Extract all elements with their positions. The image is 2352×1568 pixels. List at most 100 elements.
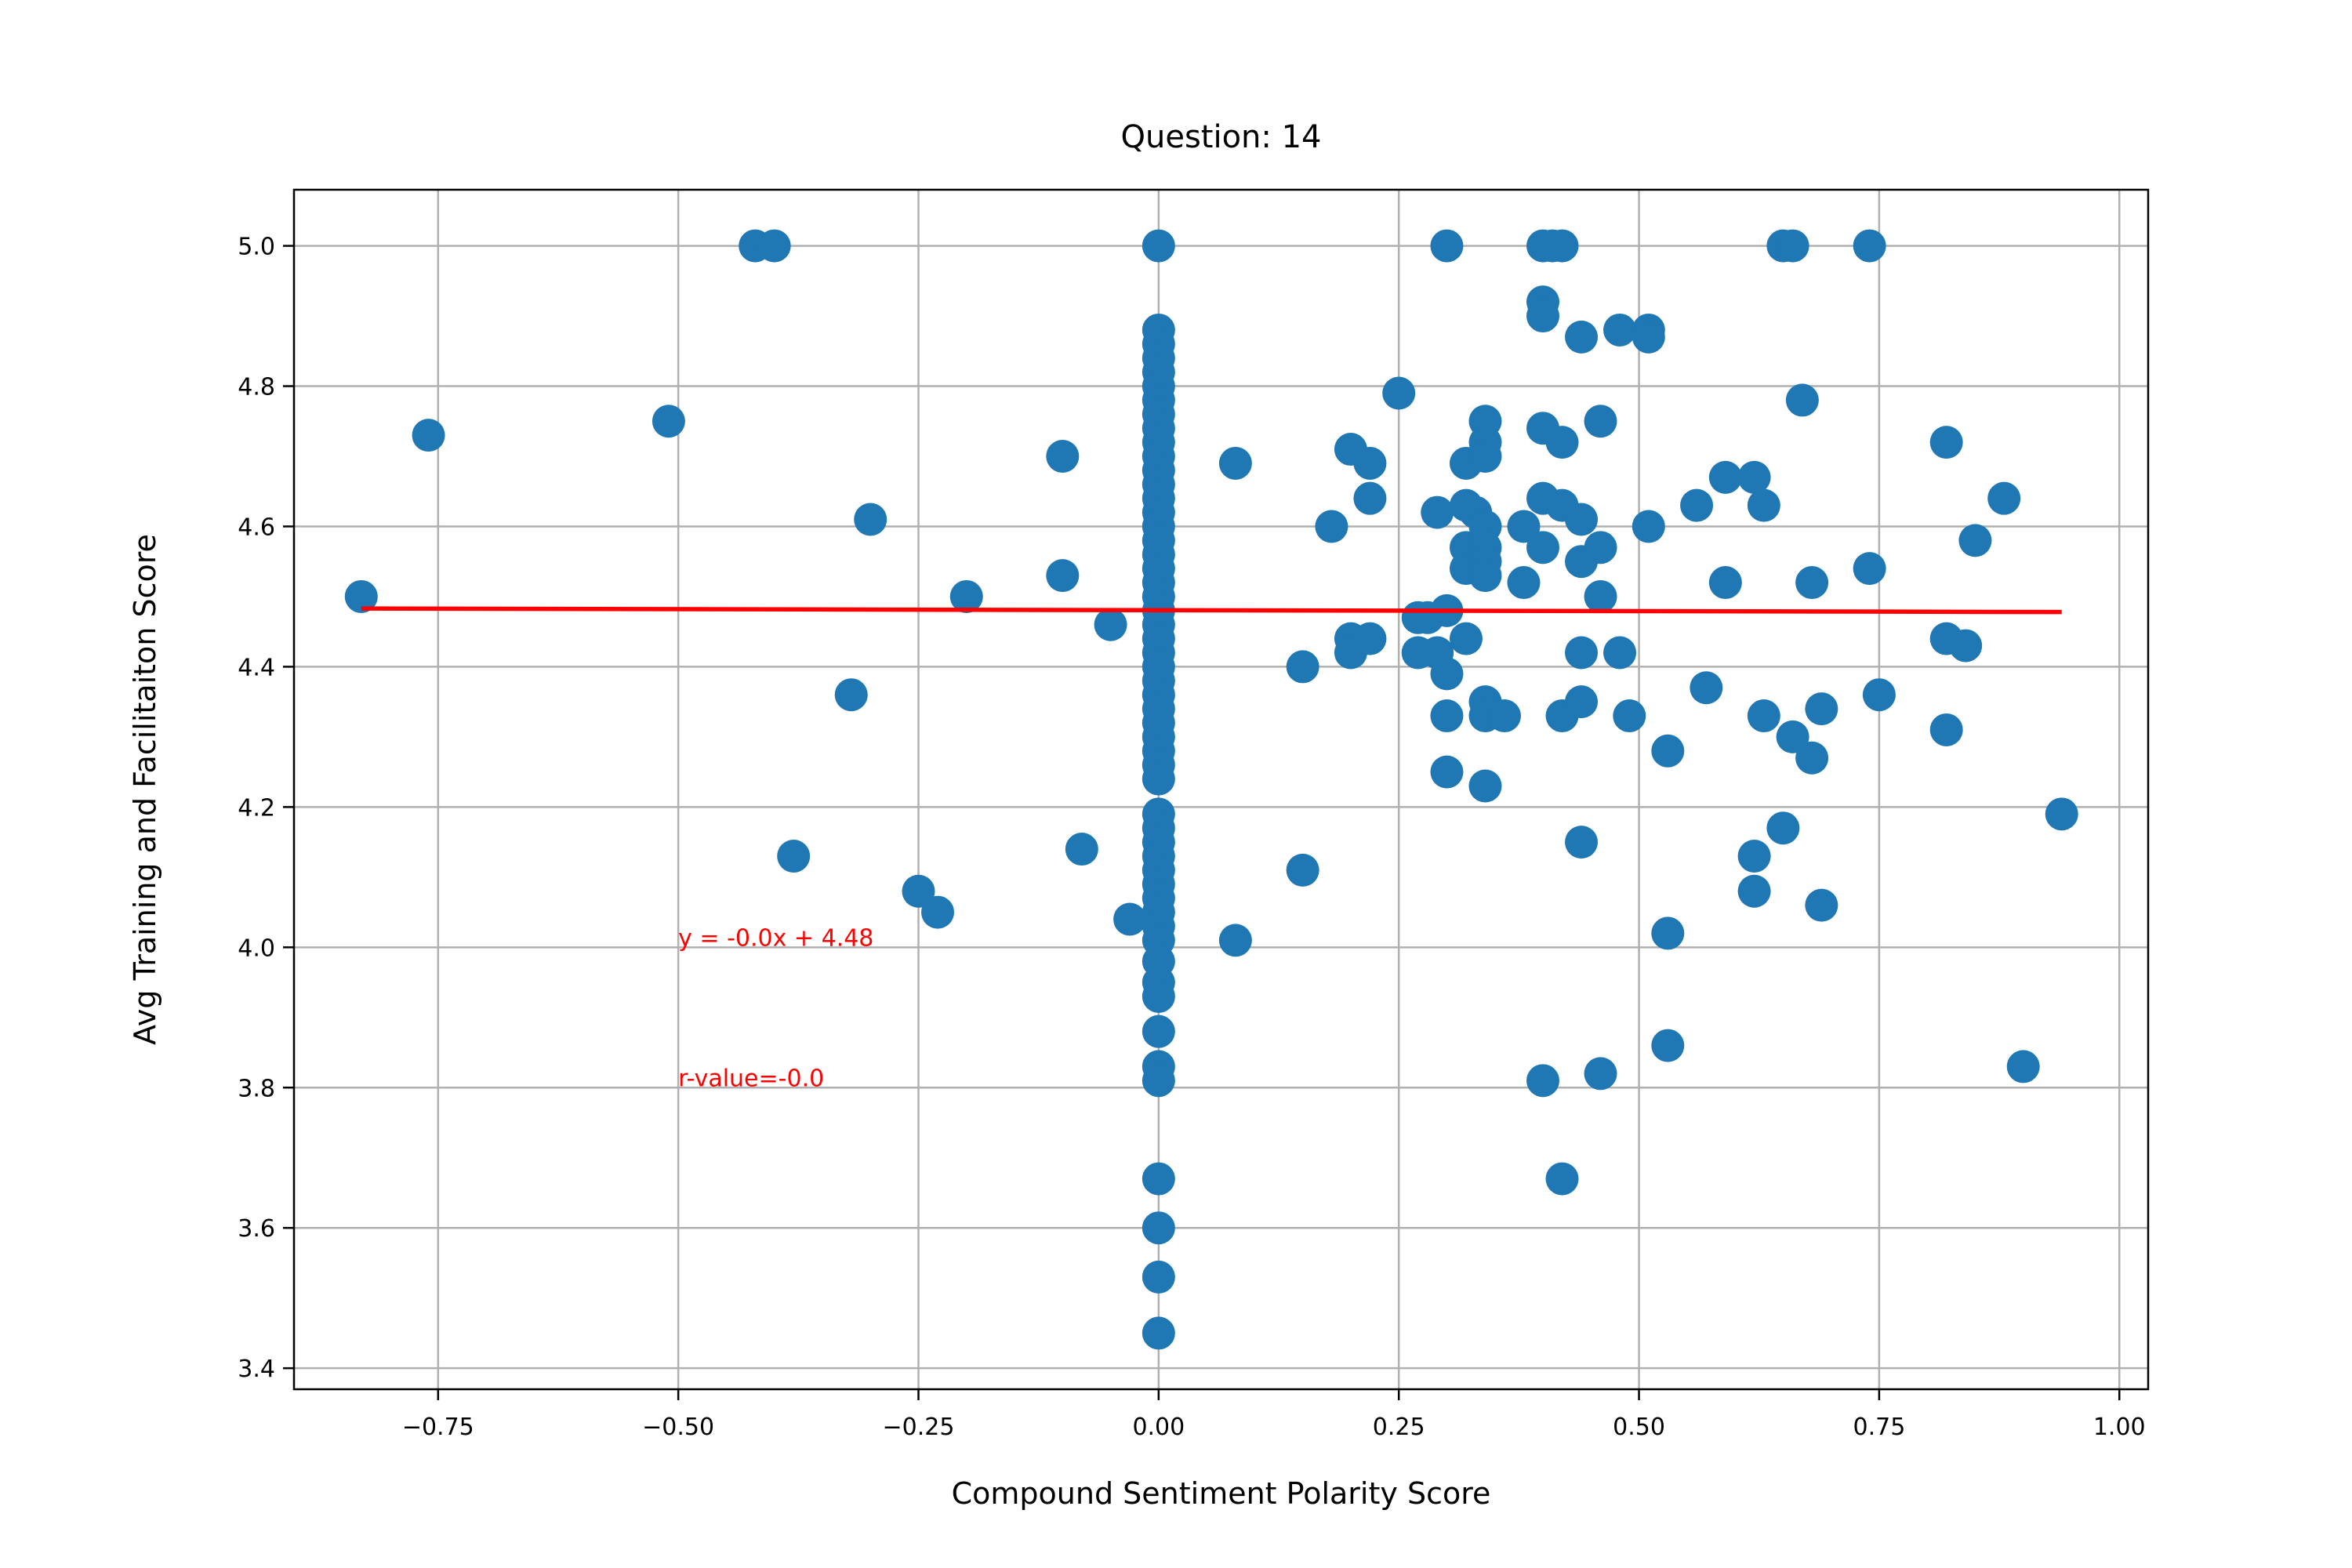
scatter-point xyxy=(1651,734,1685,768)
scatter-point xyxy=(652,405,685,438)
scatter-point xyxy=(1353,481,1387,515)
scatter-point xyxy=(777,840,811,873)
x-axis-label: Compound Sentiment Polarity Score xyxy=(952,1476,1491,1511)
scatter-point xyxy=(1929,713,1963,746)
scatter-point xyxy=(1430,657,1464,691)
scatter-point xyxy=(1046,559,1080,593)
scatter-point xyxy=(1987,481,2021,515)
scatter-point xyxy=(1382,376,1416,410)
y-tick-label: 4.0 xyxy=(238,935,275,962)
scatter-point xyxy=(1545,229,1579,263)
scatter-point xyxy=(1218,924,1252,957)
scatter-point xyxy=(902,874,935,908)
scatter-point xyxy=(1507,566,1541,600)
scatter-point xyxy=(412,419,445,452)
scatter-point xyxy=(1708,566,1742,600)
fit-line-layer xyxy=(361,606,2062,615)
scatter-point xyxy=(1487,699,1521,733)
scatter-point xyxy=(834,678,868,712)
scatter-point xyxy=(1737,874,1771,908)
scatter-point xyxy=(1046,440,1080,473)
scatter-point xyxy=(1853,552,1886,586)
x-tick-label: 0.75 xyxy=(1853,1414,1905,1441)
annotation-layer: y = -0.0x + 4.48 r-value=-0.0 xyxy=(678,924,873,1092)
scatter-point xyxy=(2006,1050,2040,1083)
scatter-point xyxy=(1565,826,1599,859)
scatter-point xyxy=(1795,741,1829,775)
scatter-point xyxy=(1353,446,1387,480)
scatter-point xyxy=(1805,692,1838,726)
scatter-point xyxy=(1545,1162,1579,1196)
scatter-point xyxy=(1507,510,1541,543)
scatter-point xyxy=(1142,1260,1175,1294)
x-tick-label: −0.25 xyxy=(883,1414,955,1441)
x-tick-label: 0.25 xyxy=(1373,1414,1425,1441)
scatter-point xyxy=(1430,755,1464,789)
scatter-point xyxy=(1565,685,1599,719)
regression-line xyxy=(361,606,2062,615)
scatter-point xyxy=(1584,1057,1617,1091)
scatter-point xyxy=(1632,510,1665,543)
scatter-point xyxy=(1565,320,1599,354)
scatter-point xyxy=(1142,1316,1175,1350)
scatter-point xyxy=(1142,979,1175,1013)
scatter-point xyxy=(1958,524,1992,557)
scatter-point xyxy=(1545,426,1579,459)
scatter-point xyxy=(1795,566,1829,600)
scatter-point xyxy=(1142,1064,1175,1098)
scatter-point xyxy=(1526,531,1560,564)
y-tick-label: 4.4 xyxy=(238,654,275,681)
scatter-point xyxy=(1708,460,1742,494)
scatter-point xyxy=(1142,229,1175,263)
y-tick-label: 3.8 xyxy=(238,1075,275,1102)
scatter-point xyxy=(1142,1211,1175,1245)
scatter-point xyxy=(1218,446,1252,480)
scatter-point xyxy=(1430,699,1464,733)
x-tick-label: 1.00 xyxy=(2093,1414,2146,1441)
scatter-point xyxy=(1737,460,1771,494)
scatter-point xyxy=(1094,608,1127,641)
scatter-point xyxy=(1776,720,1809,753)
y-tick-label: 3.6 xyxy=(238,1215,275,1243)
scatter-point xyxy=(1065,833,1098,866)
y-tick-label: 4.8 xyxy=(238,374,275,401)
regression-equation-label: y = -0.0x + 4.48 xyxy=(678,924,873,952)
scatter-point xyxy=(1805,888,1838,922)
x-tick-label: 0.50 xyxy=(1613,1414,1665,1441)
scatter-point xyxy=(1853,229,1886,263)
scatter-point xyxy=(1449,622,1483,655)
scatter-point xyxy=(1584,405,1617,438)
scatter-point xyxy=(1929,426,1963,459)
plot-area-frame xyxy=(292,188,2150,1391)
scatter-point xyxy=(949,579,983,613)
x-tick-label: 0.00 xyxy=(1132,1414,1185,1441)
scatter-point xyxy=(1747,699,1780,733)
scatter-point xyxy=(1286,853,1319,887)
scatter-point xyxy=(344,579,378,613)
scatter-point xyxy=(1113,902,1147,936)
scatter-point xyxy=(1651,916,1685,950)
chart-title: Question: 14 xyxy=(1121,119,1322,155)
scatter-point xyxy=(1737,840,1771,873)
scatter-point xyxy=(1584,579,1617,613)
y-tick-label: 4.6 xyxy=(238,514,275,541)
scatter-point xyxy=(1468,769,1502,803)
scatter-point xyxy=(1142,1162,1175,1196)
r-value-label: r-value=-0.0 xyxy=(678,1065,824,1092)
x-tick-label: −0.50 xyxy=(642,1414,714,1441)
scatter-point xyxy=(1949,629,1983,662)
scatter-point xyxy=(1680,488,1714,522)
scatter-point xyxy=(1430,229,1464,263)
scatter-point xyxy=(1286,650,1319,684)
tick-layer: −0.75 −0.50 −0.25 0.00 0.25 0.50 0.75 1.00 3.4 3.… xyxy=(238,234,2145,1441)
scatter-point xyxy=(1142,1014,1175,1048)
scatter-point xyxy=(1468,440,1502,473)
scatter-point xyxy=(1565,503,1599,536)
scatter-point xyxy=(1565,636,1599,670)
scatter-point xyxy=(1526,1064,1560,1098)
scatter-point xyxy=(1632,320,1665,354)
scatter-point xyxy=(1603,313,1637,347)
y-axis-label: Avg Training and Facilitaiton Score xyxy=(128,534,162,1045)
